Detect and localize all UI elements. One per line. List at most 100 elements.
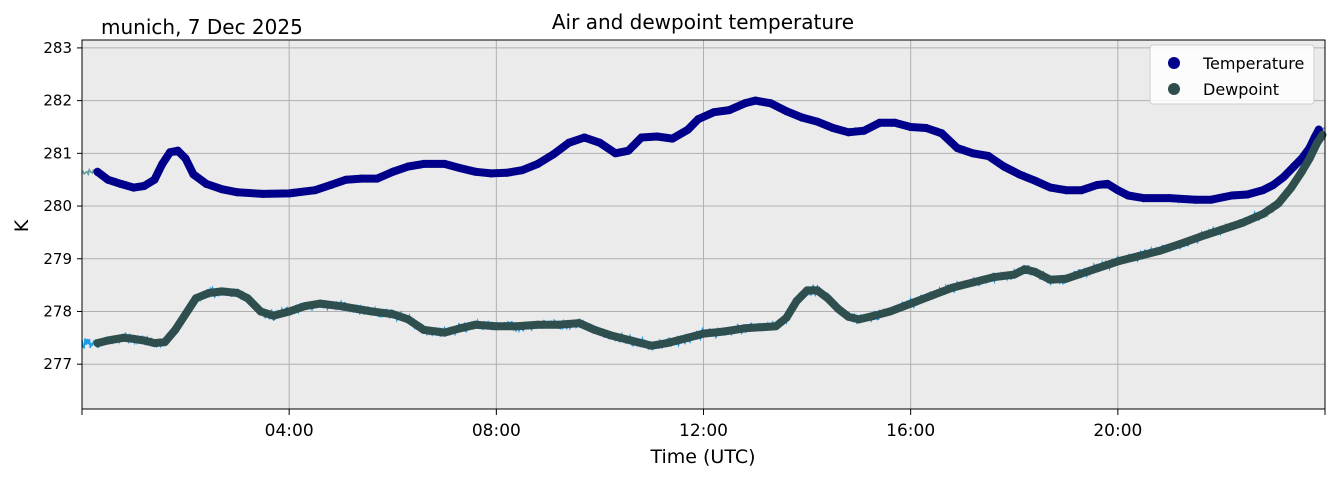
data-point-temperature (116, 179, 125, 188)
data-point-temperature (1227, 191, 1236, 200)
data-point-temperature (1124, 191, 1133, 200)
data-point-dewpoint (1318, 130, 1327, 139)
data-point-temperature (1279, 173, 1288, 182)
data-point-temperature (189, 170, 198, 179)
data-point-dewpoint (171, 325, 180, 334)
data-point-dewpoint (854, 315, 863, 324)
data-point-temperature (1015, 170, 1024, 179)
data-point-dewpoint (204, 289, 213, 297)
data-point-temperature (984, 152, 993, 160)
data-point-dewpoint (243, 294, 252, 303)
data-point-temperature (419, 159, 428, 168)
y-tick-label: 279 (43, 250, 72, 268)
data-point-temperature (1113, 186, 1122, 195)
data-point-temperature (611, 149, 620, 158)
data-point-dewpoint (368, 307, 376, 316)
data-point-dewpoint (404, 315, 413, 324)
data-point-dewpoint (870, 311, 879, 320)
data-point-dewpoint (191, 294, 200, 303)
data-point-dewpoint (968, 278, 977, 287)
data-point-temperature (502, 168, 511, 177)
data-point-dewpoint (533, 320, 542, 329)
data-point-dewpoint (927, 291, 936, 300)
legend-marker-dewpoint (1168, 83, 1180, 95)
data-point-dewpoint (1062, 274, 1070, 283)
data-point-dewpoint (813, 286, 822, 295)
data-point-temperature (233, 188, 242, 197)
data-point-dewpoint (1274, 199, 1283, 208)
y-tick-label: 281 (43, 144, 72, 162)
chart-title: Air and dewpoint temperature (552, 10, 854, 34)
data-point-temperature (158, 159, 167, 168)
data-point-temperature (342, 175, 351, 184)
data-point-temperature (580, 133, 589, 142)
data-point-dewpoint (352, 304, 361, 313)
data-point-dewpoint (647, 341, 656, 350)
data-point-dewpoint (129, 334, 138, 343)
series-lines (93, 96, 1327, 350)
data-point-temperature (440, 159, 449, 168)
data-point-temperature (217, 185, 226, 194)
data-point-dewpoint (782, 313, 791, 322)
data-point-temperature (1093, 181, 1102, 189)
x-axis-label: Time (UTC) (649, 446, 755, 468)
data-point-dewpoint (575, 319, 584, 328)
data-point-dewpoint (1093, 264, 1102, 273)
data-point-dewpoint (1196, 232, 1205, 241)
data-point-dewpoint (663, 339, 672, 348)
data-point-dewpoint (160, 338, 169, 347)
data-point-temperature (103, 175, 112, 184)
data-point-dewpoint (1313, 138, 1322, 147)
data-point-dewpoint (1134, 252, 1143, 261)
data-point-temperature (173, 146, 182, 155)
data-point-temperature (624, 146, 633, 155)
data-point-temperature (202, 179, 211, 188)
data-point-dewpoint (606, 331, 615, 340)
data-point-temperature (1207, 195, 1216, 204)
data-point-dewpoint (792, 296, 801, 305)
data-point-temperature (875, 118, 884, 127)
y-tick-label: 278 (43, 302, 72, 320)
data-point-temperature (404, 162, 413, 171)
data-point-temperature (1289, 162, 1298, 171)
location-date-label: munich, 7 Dec 2025 (101, 15, 303, 39)
data-point-temperature (1165, 194, 1174, 203)
data-point-temperature (813, 117, 822, 126)
data-point-dewpoint (772, 322, 780, 331)
legend: Temperature Dewpoint (1149, 44, 1315, 105)
data-point-temperature (968, 149, 977, 158)
legend-box (1149, 44, 1315, 105)
data-point-temperature (285, 189, 294, 198)
y-tick-label: 280 (43, 197, 72, 215)
data-point-dewpoint (627, 336, 635, 345)
data-point-dewpoint (119, 333, 128, 342)
data-point-dewpoint (103, 336, 112, 345)
data-point-dewpoint (150, 339, 159, 348)
data-point-temperature (373, 174, 382, 183)
data-point-dewpoint (1297, 167, 1306, 176)
data-point-dewpoint (906, 299, 915, 308)
data-point-dewpoint (989, 273, 998, 282)
data-point-temperature (518, 166, 527, 175)
data-point-dewpoint (1010, 270, 1019, 279)
data-point-dewpoint (756, 323, 765, 332)
data-point-dewpoint (554, 320, 563, 329)
data-point-dewpoint (1287, 183, 1296, 192)
data-point-dewpoint (590, 325, 599, 334)
data-point-dewpoint (1217, 225, 1226, 234)
data-point-dewpoint (269, 311, 278, 320)
x-tick-label: 04:00 (265, 421, 314, 441)
grid-lines (82, 40, 1325, 409)
data-point-temperature (129, 183, 138, 192)
legend-label-temperature: Temperature (1202, 54, 1304, 73)
data-point-temperature (797, 113, 806, 122)
data-point-dewpoint (388, 310, 397, 319)
data-point-temperature (709, 108, 718, 117)
data-point-dewpoint (233, 289, 242, 297)
data-point-temperature (1077, 186, 1086, 195)
data-point-dewpoint (419, 325, 428, 334)
x-tick-label: 16:00 (886, 421, 935, 441)
data-point-dewpoint (256, 307, 265, 316)
data-point-temperature (93, 167, 102, 176)
